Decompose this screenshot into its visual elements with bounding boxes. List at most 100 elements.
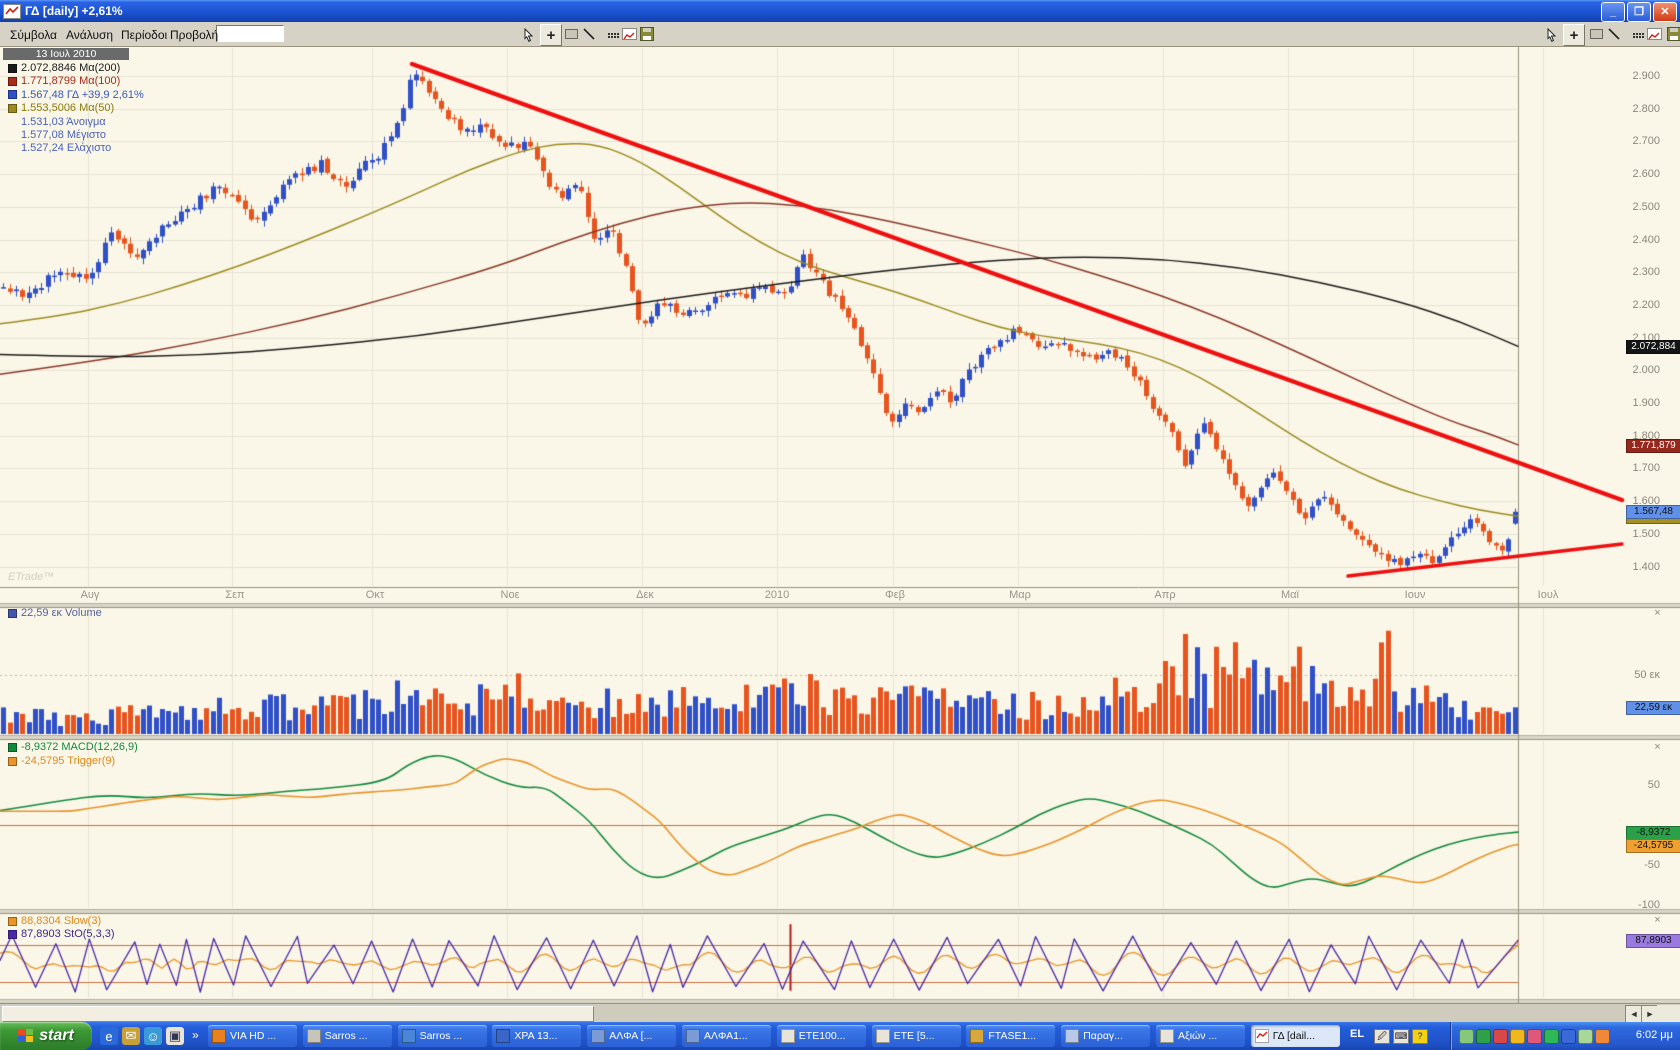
- panel-close-icon-1[interactable]: ×: [1654, 741, 1661, 753]
- task-label-7: ΕΤΕ [5...: [893, 1030, 935, 1042]
- messenger-icon[interactable]: ☺: [144, 1027, 162, 1045]
- title-bar[interactable]: ΓΔ [daily] +2,61% _ ❒ ✕: [0, 0, 1680, 22]
- task-button-9[interactable]: Παραγ...: [1061, 1025, 1151, 1047]
- task-label-6: ΕΤΕ100...: [798, 1030, 846, 1042]
- panel-close-icon-0[interactable]: ×: [1654, 607, 1661, 619]
- task-icon-9: [1065, 1029, 1080, 1043]
- trendline-tool-icon-left[interactable]: [579, 24, 599, 44]
- trigger-header-swatch-icon: [8, 756, 17, 766]
- task-icon-2: [401, 1029, 416, 1043]
- region-tool-icon-right[interactable]: [1586, 24, 1606, 44]
- task-button-3[interactable]: XPA 13...: [492, 1025, 582, 1047]
- volume-header-text: 22,59 εκ Volume: [21, 607, 102, 619]
- task-label-10: Αξιών ...: [1178, 1030, 1218, 1042]
- dots-tool-icon-left[interactable]: [599, 24, 619, 44]
- tray-icon-1[interactable]: [1476, 1029, 1491, 1044]
- language-indicator[interactable]: EL: [1350, 1028, 1365, 1040]
- task-button-5[interactable]: ΑΛΦΑ1...: [682, 1025, 771, 1047]
- slow-header: 88,8304 Slow(3): [8, 915, 101, 927]
- trigger-header: -24,5795 Trigger(9): [8, 755, 115, 767]
- task-button-10[interactable]: Αξιών ...: [1156, 1025, 1245, 1047]
- task-icon-8: [970, 1029, 985, 1043]
- legend-text: 1.527,24 Ελάχιστο: [21, 142, 112, 155]
- save-tool-icon-right[interactable]: [1664, 24, 1680, 44]
- task-button-6[interactable]: ΕΤΕ100...: [776, 1025, 866, 1047]
- tray-icon-0[interactable]: [1459, 1029, 1474, 1044]
- legend-text: 1.577,08 Μέγιστο: [21, 129, 106, 141]
- crosshair-tool-icon-right[interactable]: +: [1563, 24, 1585, 46]
- task-icon-5: [686, 1029, 700, 1043]
- task-icon-1: [306, 1029, 321, 1043]
- tray-icon-4[interactable]: [1527, 1029, 1542, 1044]
- task-button-4[interactable]: ΑΛΦΑ [...: [587, 1025, 677, 1047]
- microphone-icon[interactable]: 🖉: [1374, 1029, 1390, 1044]
- menu-item-2[interactable]: Περίοδοι: [121, 28, 168, 42]
- close-button[interactable]: ✕: [1653, 2, 1677, 22]
- quick-launch-overflow-chevron[interactable]: »: [192, 1028, 199, 1042]
- horizontal-scrollbar[interactable]: ◄ ►: [0, 1003, 1680, 1023]
- pointer-tool-icon-right[interactable]: [1541, 24, 1561, 44]
- chart-tool-icon-right[interactable]: [1644, 24, 1664, 44]
- mail-icon[interactable]: ✉: [122, 1027, 140, 1045]
- tray-icon-7[interactable]: [1578, 1029, 1593, 1044]
- start-button[interactable]: start: [0, 1022, 92, 1050]
- symbol-input[interactable]: [216, 25, 284, 42]
- month-label-Μαρ: Μαρ: [1009, 589, 1031, 601]
- price-tick-label: 2.300: [1632, 266, 1660, 279]
- show-desktop-icon[interactable]: ▣: [166, 1027, 184, 1045]
- save-tool-icon-left[interactable]: [637, 24, 657, 44]
- region-tool-icon-left[interactable]: [561, 24, 581, 44]
- restore-button[interactable]: ❒: [1627, 2, 1651, 22]
- taskbar-clock[interactable]: 6:02 μμ: [1635, 1029, 1673, 1041]
- task-button-11[interactable]: ΓΔ [dail...: [1250, 1025, 1340, 1047]
- panel-close-icon-2[interactable]: ×: [1654, 914, 1661, 926]
- legend-swatch-icon: [8, 103, 17, 113]
- task-button-7[interactable]: ΕΤΕ [5...: [871, 1025, 961, 1047]
- legend-item-3: 1.553,5006 Μα(50): [8, 102, 114, 114]
- internet-explorer-icon[interactable]: e: [100, 1027, 118, 1045]
- price-tick-label: 2.200: [1632, 298, 1660, 311]
- keyboard-icon[interactable]: ⌨: [1393, 1029, 1409, 1044]
- sto-header-text: 87,8903 StO(5,3,3): [21, 928, 115, 940]
- chart-tool-icon-left[interactable]: [619, 24, 639, 44]
- tray-icon-6[interactable]: [1561, 1029, 1576, 1044]
- scrollbar-thumb[interactable]: [2, 1006, 594, 1022]
- pointer-tool-icon-left[interactable]: [518, 24, 538, 44]
- tray-icon-5[interactable]: [1544, 1029, 1559, 1044]
- price-tick-label: 2.500: [1632, 200, 1660, 213]
- price-tick-label: 2.800: [1632, 102, 1660, 115]
- task-label-9: Παραγ...: [1083, 1030, 1123, 1042]
- sto-header-swatch-icon: [8, 929, 17, 939]
- trendline-tool-icon-right[interactable]: [1604, 24, 1624, 44]
- legend-swatch-icon: [8, 90, 17, 100]
- task-button-0[interactable]: VIA HD ...: [208, 1025, 297, 1047]
- tray-icon-2[interactable]: [1493, 1029, 1508, 1044]
- task-icon-11: [1254, 1029, 1269, 1043]
- menu-item-1[interactable]: Ανάλυση: [66, 28, 114, 42]
- task-label-5: ΑΛΦΑ1...: [704, 1030, 748, 1042]
- task-icon-3: [496, 1029, 511, 1043]
- tray-icon-3[interactable]: [1510, 1029, 1525, 1044]
- task-button-8[interactable]: FTASE1...: [966, 1025, 1056, 1047]
- price-tick-label: 1.400: [1632, 560, 1660, 573]
- dots-tool-icon-right[interactable]: [1624, 24, 1644, 44]
- help-icon[interactable]: ?: [1412, 1029, 1428, 1044]
- legend-item-5: 1.577,08 Μέγιστο: [8, 129, 106, 141]
- watermark: ETrade™: [8, 571, 55, 583]
- month-label-Αυγ: Αυγ: [80, 589, 100, 601]
- legend-text: 1.531,03 Άνοιγμα: [21, 115, 106, 128]
- minimize-button[interactable]: _: [1601, 2, 1625, 22]
- tray-icon-8[interactable]: [1595, 1029, 1610, 1044]
- task-button-2[interactable]: Sarros ...: [397, 1025, 487, 1047]
- legend-item-6: 1.527,24 Ελάχιστο: [8, 142, 111, 154]
- menu-item-3[interactable]: Προβολή: [170, 28, 219, 42]
- crosshair-tool-icon-left[interactable]: +: [540, 24, 562, 46]
- month-label-Φεβ: Φεβ: [884, 589, 905, 601]
- volume-tag: 22,59 εκ: [1626, 701, 1680, 715]
- task-button-1[interactable]: Sarros ...: [302, 1025, 392, 1047]
- menu-item-0[interactable]: Σύμβολα: [10, 28, 57, 42]
- task-icon-0: [212, 1029, 226, 1043]
- month-label-2010: 2010: [764, 589, 790, 601]
- price-tick-label: 1.700: [1632, 462, 1660, 475]
